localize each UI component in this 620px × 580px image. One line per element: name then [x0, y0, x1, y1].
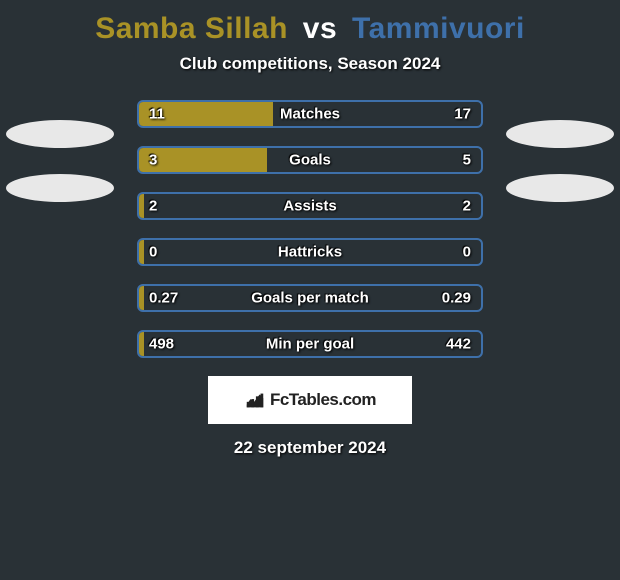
player2-avatar [506, 120, 614, 202]
stat-value-p2: 5 [463, 152, 471, 169]
stat-bar-goals: 3Goals5 [137, 146, 483, 174]
stats-bars: 11Matches17 3Goals5 2Assists2 0Hattricks0 0.… [137, 100, 483, 358]
avatar-body-ellipse [506, 174, 614, 202]
stat-bar-matches: 11Matches17 [137, 100, 483, 128]
player1-avatar [6, 120, 114, 202]
stat-label: Goals per match [139, 290, 481, 307]
date-text: 22 september 2024 [0, 438, 620, 458]
player1-name: Samba Sillah [95, 12, 288, 45]
vs-text: vs [303, 12, 337, 45]
stat-label: Hattricks [139, 244, 481, 261]
stat-bar-assists: 2Assists2 [137, 192, 483, 220]
stat-label: Min per goal [139, 336, 481, 353]
stat-bar-hattricks: 0Hattricks0 [137, 238, 483, 266]
stat-label: Assists [139, 198, 481, 215]
chart-icon [244, 389, 266, 411]
avatar-body-ellipse [6, 174, 114, 202]
page-title: Samba Sillah vs Tammivuori [0, 12, 620, 46]
stat-value-p2: 0 [463, 244, 471, 261]
stat-value-p2: 0.29 [442, 290, 471, 307]
stat-bar-goals-per-match: 0.27Goals per match0.29 [137, 284, 483, 312]
stat-value-p2: 442 [446, 336, 471, 353]
stat-label: Matches [139, 106, 481, 123]
avatar-head-ellipse [506, 120, 614, 148]
stat-bar-min-per-goal: 498Min per goal442 [137, 330, 483, 358]
player2-name: Tammivuori [352, 12, 525, 45]
comparison-card: Samba Sillah vs Tammivuori Club competit… [0, 0, 620, 580]
stat-value-p2: 2 [463, 198, 471, 215]
avatar-head-ellipse [6, 120, 114, 148]
stat-value-p2: 17 [454, 106, 471, 123]
stat-label: Goals [139, 152, 481, 169]
subtitle: Club competitions, Season 2024 [0, 54, 620, 74]
logo-text: FcTables.com [270, 390, 376, 410]
logo-box: FcTables.com [208, 376, 412, 424]
